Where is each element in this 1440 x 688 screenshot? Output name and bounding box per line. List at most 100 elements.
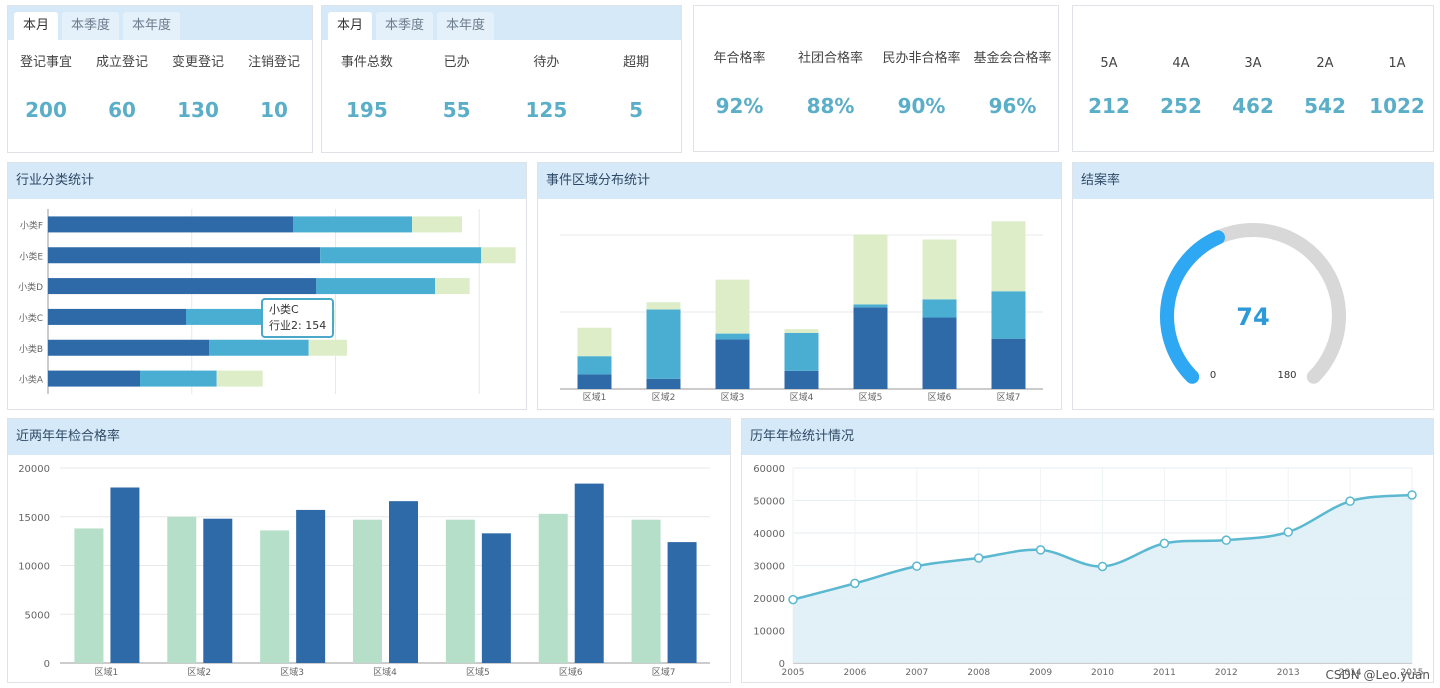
watermark: CSDN @Leo.yuan — [1325, 668, 1431, 682]
bar-segment — [412, 216, 462, 233]
gauge-max-label: 180 — [1277, 370, 1296, 381]
tab-quarter[interactable]: 本季度 — [376, 12, 434, 40]
stat-item: 成立登记 60 — [84, 48, 160, 122]
bar-segment — [715, 333, 750, 340]
tab-year[interactable]: 本年度 — [123, 12, 181, 40]
y-tick-label: 60000 — [753, 464, 785, 475]
gauge-value: 74 — [1236, 303, 1269, 331]
bar-segment — [308, 339, 347, 356]
stat-label: 基金会合格率 — [973, 51, 1052, 66]
x-tick-label: 区域2 — [187, 666, 211, 678]
stat-label: 1A — [1388, 56, 1406, 71]
yearly-rate-panel: 近两年年检合格率 0 5000 10000 15000 20000 区域1 区域2 区域3 区域… — [7, 418, 731, 683]
stat-label: 5A — [1100, 56, 1118, 71]
stat-label: 注销登记 — [247, 55, 300, 70]
bar-segment — [646, 309, 681, 379]
x-tick-label: 区域7 — [997, 391, 1021, 403]
x-tick-label: 2013 — [1277, 668, 1300, 678]
y-tick-label: 10000 — [18, 562, 50, 573]
panel-title: 结案率 — [1073, 163, 1433, 199]
stat-item: 登记事宜 200 — [8, 48, 84, 122]
stat-item: 基金会合格率 96% — [967, 44, 1058, 118]
bar-segment — [577, 356, 612, 375]
stat-item: 待办 125 — [502, 48, 592, 122]
tab-quarter[interactable]: 本季度 — [62, 12, 120, 40]
stat-value: 195 — [346, 98, 388, 122]
data-point — [912, 561, 922, 571]
bar — [74, 528, 104, 663]
tab-year[interactable]: 本年度 — [437, 12, 495, 40]
y-tick-label: 小类A — [19, 374, 44, 386]
y-tick-label: 小类F — [20, 219, 43, 231]
stat-item: 事件总数 195 — [322, 48, 412, 122]
y-tick-label: 小类D — [18, 281, 43, 293]
x-tick-label: 区域5 — [466, 666, 490, 678]
region-chart-panel: 事件区域分布统计 区域1 区域2 区域3 区域4 区域5 区域6 区域7 — [537, 162, 1062, 410]
stat-label: 事件总数 — [340, 55, 393, 70]
y-tick-label: 40000 — [753, 529, 785, 540]
stat-item: 民办非合格率 90% — [876, 44, 967, 118]
x-tick-label: 2012 — [1215, 668, 1238, 678]
bar — [631, 519, 661, 663]
history-panel: 历年年检统计情况 0 10000 20000 30000 40000 50000 60000… — [741, 418, 1434, 683]
stat-label: 2A — [1316, 56, 1334, 71]
bar-segment — [48, 278, 317, 295]
x-tick-label: 区域5 — [859, 391, 883, 403]
history-chart: 0 10000 20000 30000 40000 50000 60000 2005 2006 2… — [753, 464, 1424, 678]
y-tick-label: 0 — [44, 659, 50, 670]
bar-segment — [991, 338, 1026, 389]
stat-value: 212 — [1088, 94, 1130, 118]
tab-month[interactable]: 本月 — [14, 12, 59, 40]
bar — [389, 501, 418, 663]
registration-panel: 本月 本季度 本年度 登记事宜 200 成立登记 60 变更登记 130 注销登记 10 — [7, 5, 313, 153]
data-point — [973, 553, 984, 563]
x-tick-label: 2015 — [1401, 668, 1424, 678]
x-tick-label: 2014 — [1339, 668, 1362, 678]
stat-item: 1A 1022 — [1361, 54, 1433, 118]
closure-rate-panel: 结案率 74 0 180 — [1072, 162, 1434, 410]
bar-segment — [209, 339, 309, 356]
bar-segment — [784, 370, 819, 389]
bar-segment — [646, 378, 681, 389]
tab-month[interactable]: 本月 — [328, 12, 373, 40]
y-tick-label: 小类C — [19, 312, 43, 324]
x-tick-label: 2008 — [967, 668, 990, 678]
bar-segment — [991, 291, 1026, 339]
x-tick-label: 区域1 — [95, 666, 119, 678]
stat-value: 1022 — [1369, 94, 1425, 118]
bar — [203, 518, 233, 663]
data-point — [1097, 561, 1108, 572]
stat-label: 社团合格率 — [797, 51, 863, 66]
bar-segment — [853, 234, 888, 305]
bar-segment — [293, 216, 413, 233]
stat-value: 5 — [629, 98, 644, 122]
tooltip-title: 小类C — [269, 303, 299, 316]
bar-segment — [320, 247, 482, 264]
closure-gauge: 74 0 180 — [1160, 223, 1346, 384]
bar-segment — [577, 327, 612, 357]
industry-chart: 小类A 小类B 小类C 小类D 小类E 小类F — [18, 209, 516, 394]
stat-value: 200 — [25, 98, 67, 122]
yearly-rate-chart: 0 5000 10000 15000 20000 区域1 区域2 区域3 区域4 区域5 区域6 区域… — [18, 464, 710, 678]
stat-value: 90% — [897, 94, 946, 118]
bar-segment — [216, 370, 263, 387]
x-tick-label: 区域3 — [721, 391, 745, 403]
stat-label: 登记事宜 — [19, 55, 72, 70]
bar-segment — [922, 317, 957, 389]
stat-label: 成立登记 — [95, 55, 148, 70]
bar-segment — [577, 374, 612, 389]
stat-value: 125 — [525, 98, 568, 122]
y-tick-label: 小类B — [19, 343, 43, 355]
data-point — [850, 578, 860, 589]
stat-item: 5A 212 — [1073, 54, 1145, 118]
bar-segment — [48, 308, 186, 325]
bar-segment — [991, 221, 1026, 292]
y-tick-label: 小类E — [19, 250, 43, 262]
stat-item: 社团合格率 88% — [785, 44, 876, 118]
data-point — [1407, 490, 1417, 500]
bar — [574, 483, 604, 663]
stat-value: 60 — [108, 98, 136, 122]
stat-label: 待办 — [533, 55, 560, 70]
stat-value: 10 — [260, 98, 288, 122]
x-tick-label: 区域3 — [280, 666, 304, 678]
